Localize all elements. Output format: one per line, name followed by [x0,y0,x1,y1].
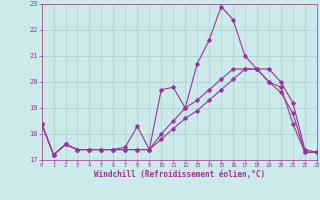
X-axis label: Windchill (Refroidissement éolien,°C): Windchill (Refroidissement éolien,°C) [94,170,265,179]
